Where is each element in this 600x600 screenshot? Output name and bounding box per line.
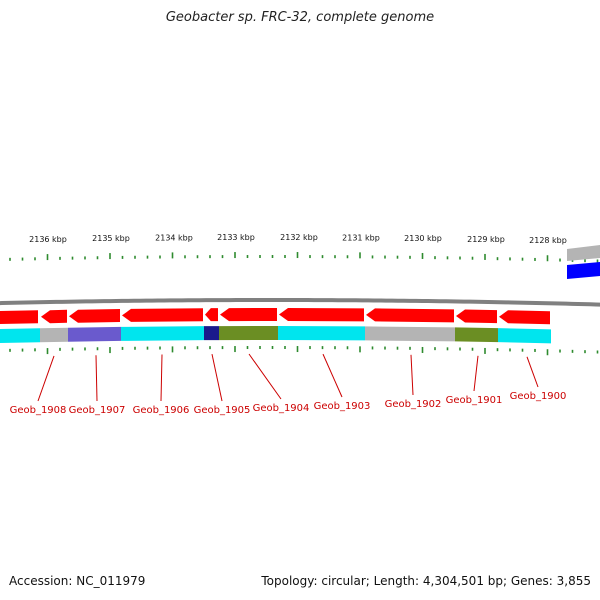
cog-track [0, 326, 551, 344]
plus-strand-gene [567, 262, 600, 279]
gene-leader-line [526, 356, 539, 388]
scale-label: 2130 kbp [404, 234, 442, 243]
cds-track [0, 308, 550, 325]
map-title: Geobacter sp. FRC-32, complete genome [165, 10, 435, 25]
gene-label: Geob_1904 [253, 403, 310, 414]
gene-arrow [456, 309, 497, 324]
gene-label: Geob_1901 [446, 395, 503, 406]
gene-arrow [220, 308, 277, 322]
gene-leader-line [95, 355, 98, 402]
scale-label: 2129 kbp [467, 235, 505, 244]
gene-leader-line [248, 353, 282, 400]
gene-label: Geob_1907 [69, 405, 126, 416]
gene-label: Geob_1900 [510, 391, 567, 402]
scale-ticks [9, 252, 599, 356]
gene-label: Geob_1903 [314, 401, 371, 412]
gene-arrow [205, 308, 218, 322]
gene-labels: Geob_1908 Geob_1907 Geob_1906 Geob_1905 Geob… [10, 353, 567, 416]
cog-block [204, 326, 219, 341]
genome-stats-text: Topology: circular; Length: 4,304,501 bp… [261, 574, 591, 588]
gene-arrow [366, 308, 454, 323]
gene-arrow [69, 308, 120, 323]
gene-leader-line [473, 355, 479, 392]
scale-label: 2136 kbp [29, 235, 67, 244]
accession-text: Accession: NC_011979 [9, 574, 146, 588]
genome-backbone [0, 298, 600, 307]
scale-label: 2128 kbp [529, 236, 567, 245]
gene-label: Geob_1906 [133, 405, 190, 416]
gene-arrow [279, 308, 364, 322]
gene-label: Geob_1908 [10, 405, 67, 416]
gene-leader-line [410, 354, 414, 396]
gene-arrow [122, 308, 203, 322]
gene-label: Geob_1902 [385, 399, 442, 410]
gene-label: Geob_1905 [194, 405, 251, 416]
cog-block [455, 327, 498, 343]
scale-label: 2133 kbp [217, 233, 255, 242]
gene-leader-line [322, 353, 343, 398]
gene-leader-line [37, 355, 55, 402]
plus-strand-track [567, 245, 600, 279]
cog-block [121, 326, 204, 341]
gene-leader-line [211, 354, 223, 402]
gene-leader-line [160, 354, 163, 402]
cog-block [0, 328, 40, 344]
cog-block [365, 326, 455, 342]
gene-arrow [0, 310, 38, 325]
cog-block [278, 326, 365, 341]
cog-block [498, 328, 551, 344]
gene-arrow [41, 309, 67, 324]
cog-block [40, 327, 68, 343]
cog-block [68, 326, 121, 342]
plus-strand-cog-block [567, 245, 600, 261]
scale-label: 2132 kbp [280, 233, 318, 242]
cog-block [219, 326, 278, 341]
gene-arrow [499, 310, 550, 325]
scale-label: 2135 kbp [92, 234, 130, 243]
scale-label: 2134 kbp [155, 233, 193, 242]
scale-label: 2131 kbp [342, 233, 380, 242]
scale-labels: 2136 kbp 2135 kbp 2134 kbp 2133 kbp 2132 kbp… [29, 233, 567, 245]
